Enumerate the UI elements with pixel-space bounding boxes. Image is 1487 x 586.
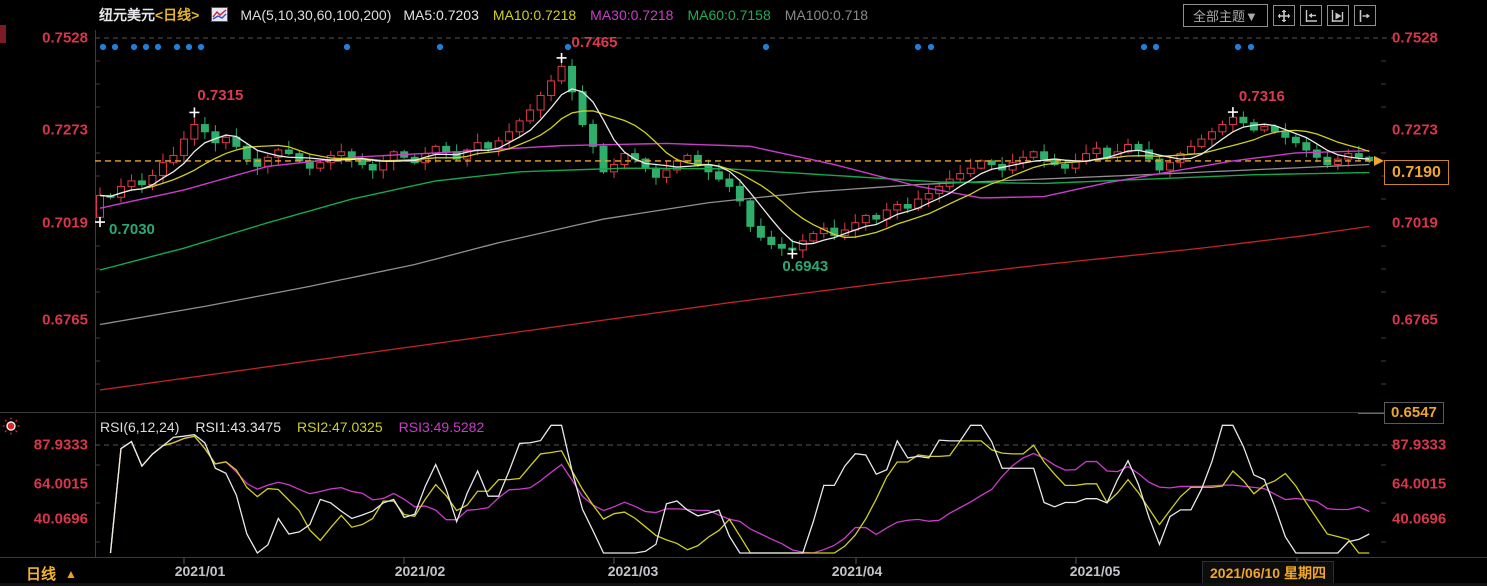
- pane-boundary-price-tag: 0.6547: [1384, 402, 1444, 424]
- compress-axis-button[interactable]: [1299, 5, 1322, 26]
- x-axis-date-label: 2021/01: [174, 563, 226, 579]
- current-date-label: 2021/06/10 星期四: [1202, 561, 1334, 585]
- period-selector-label: 日线: [26, 566, 57, 583]
- ma-value-2: MA10:0.7218: [492, 6, 577, 23]
- x-axis-date-label: 2021/05: [1069, 563, 1121, 579]
- y-axis-label-right: 0.7528: [1392, 29, 1438, 47]
- bottom-edge-strip: [0, 583, 1487, 586]
- arrow-exit-icon: [1359, 9, 1370, 22]
- y-axis-label-right: 64.0015: [1392, 475, 1447, 493]
- ma-settings-label: MA(5,10,30,60,100,200): [240, 6, 392, 23]
- rsi-value-1: RSI1:43.3475: [195, 419, 281, 435]
- period-selector[interactable]: 日线 ▲: [26, 563, 77, 584]
- move-cross-icon: [1277, 9, 1290, 22]
- y-axis-label-right: 87.9333: [1392, 436, 1447, 454]
- play-axis-icon: [1331, 9, 1344, 22]
- left-edge-marker: [0, 25, 6, 43]
- price-annotation: 0.7316: [1238, 88, 1285, 106]
- period-tag: <日线>: [155, 6, 200, 23]
- play-forward-button[interactable]: [1326, 5, 1349, 26]
- rsi-header: RSI(6,12,24) RSI1:43.3475 RSI2:47.0325 RSI…: [100, 419, 484, 435]
- triangle-up-icon: ▲: [65, 566, 77, 581]
- axis-left-arrow-icon: [1305, 9, 1317, 22]
- ma-values: MA5:0.7203 MA10:0.7218 MA30:0.7218 MA60:0.7…: [403, 7, 868, 23]
- price-annotation: 0.7315: [197, 87, 244, 105]
- y-axis-label-left: 0.6765: [42, 311, 88, 329]
- kline-icon[interactable]: [211, 7, 229, 22]
- step-exit-button[interactable]: [1353, 5, 1376, 26]
- ma-value-1: MA5:0.7203: [403, 6, 479, 23]
- y-axis-label-left: 64.0015: [33, 475, 88, 493]
- y-axis-label-right: 0.7019: [1392, 214, 1438, 232]
- rsi-value-3: RSI3:49.5282: [398, 419, 485, 435]
- rsi-value-2: RSI2:47.0325: [297, 419, 383, 435]
- chart-header: 纽元美元<日线> MA(5,10,30,60,100,200) MA5:0.72…: [99, 0, 868, 29]
- pan-crosshair-button[interactable]: [1272, 5, 1295, 26]
- y-axis-label-left: 0.7273: [42, 121, 88, 139]
- live-beacon-icon: [2, 417, 20, 435]
- chart-toolbar: 全部主题▼: [1183, 4, 1376, 27]
- ma-value-3: MA30:0.7218: [590, 6, 674, 23]
- y-axis-label-left: 87.9333: [33, 436, 88, 454]
- ma-value-5: MA100:0.718: [784, 6, 869, 23]
- rsi-values: RSI1:43.3475 RSI2:47.0325 RSI3:49.5282: [195, 419, 484, 435]
- symbol-title: 纽元美元<日线>: [99, 5, 199, 25]
- price-annotation: 0.7030: [109, 221, 155, 239]
- current-price-tag: 0.7190: [1384, 160, 1449, 186]
- price-annotation: 0.6943: [782, 257, 829, 275]
- x-axis-date-label: 2021/03: [607, 563, 659, 579]
- y-axis-label-right: 0.7273: [1392, 121, 1438, 139]
- symbol-name: 纽元美元: [99, 6, 155, 23]
- x-axis-date-label: 2021/04: [831, 563, 883, 579]
- y-axis-label-left: 40.0696: [33, 510, 88, 528]
- y-axis-label-left: 0.7528: [42, 29, 88, 47]
- y-axis-label-left: 0.7019: [42, 214, 88, 232]
- rsi-settings-label: RSI(6,12,24): [100, 419, 180, 435]
- ma-value-4: MA60:0.7158: [687, 6, 771, 23]
- y-axis-label-right: 40.0696: [1392, 510, 1447, 528]
- x-axis-date-label: 2021/02: [394, 563, 446, 579]
- theme-dropdown[interactable]: 全部主题▼: [1183, 4, 1268, 27]
- y-axis-label-right: 0.6765: [1392, 311, 1438, 329]
- price-annotation: 0.7465: [571, 33, 618, 51]
